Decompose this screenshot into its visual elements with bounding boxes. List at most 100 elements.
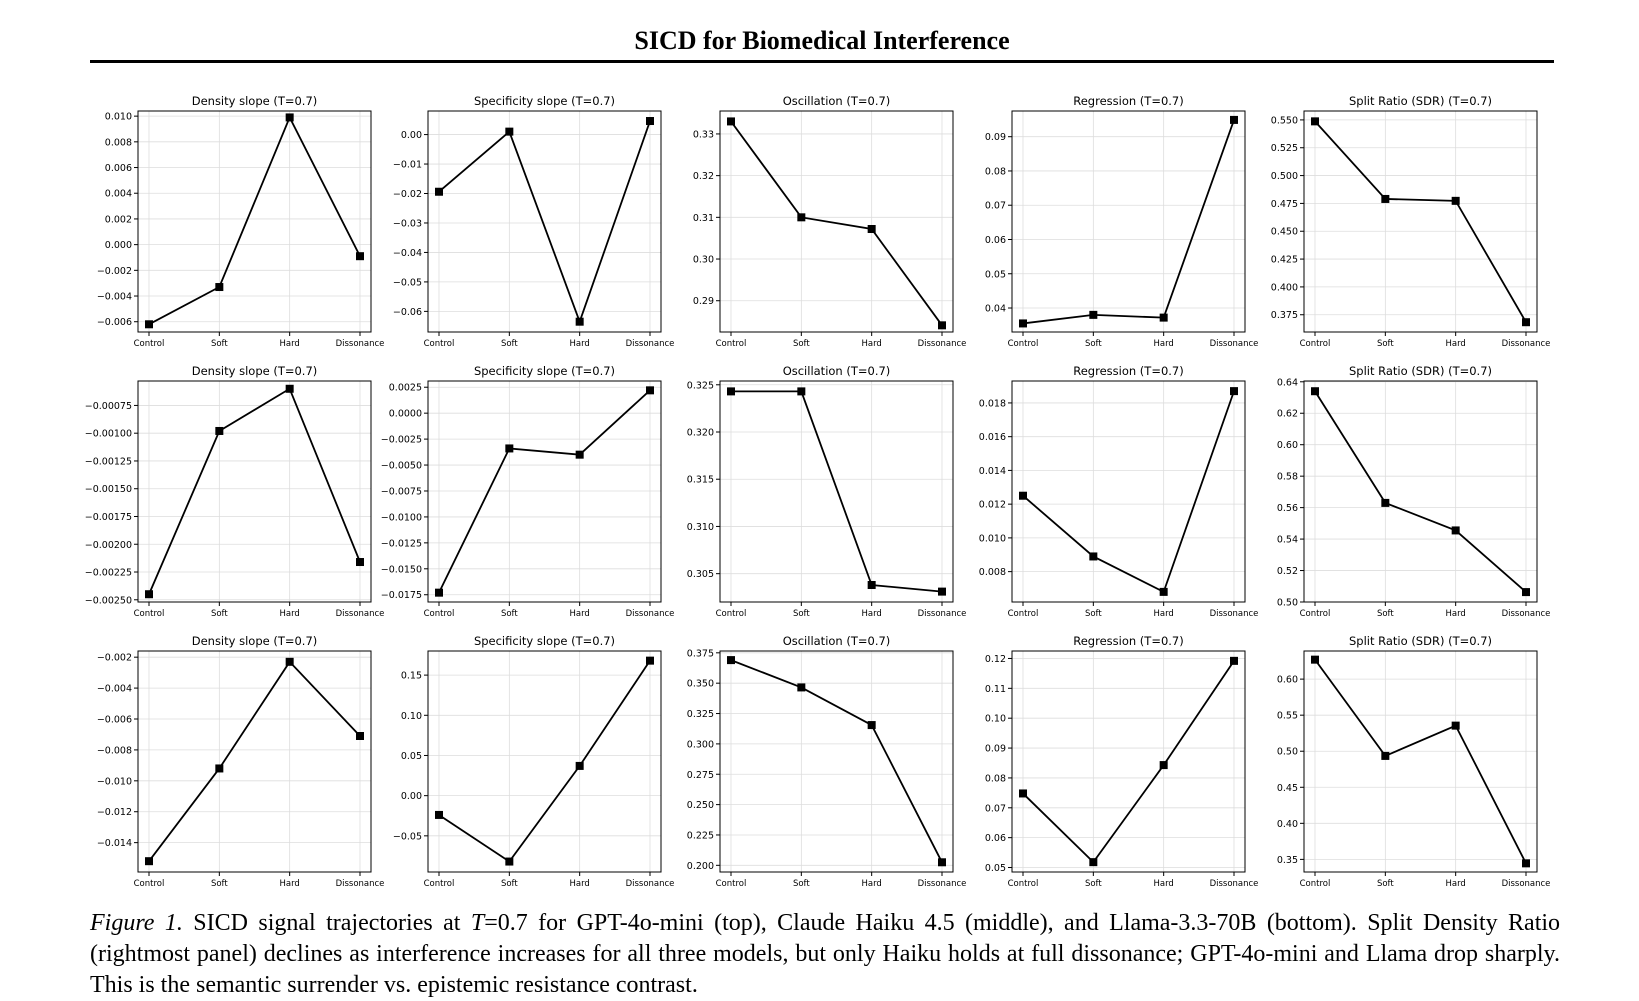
y-tick-label: −0.00225 [85,568,132,579]
chart-panel: Regression (T=0.7) 0.09 0.08 0.07 0.06 0.05 0.… [985,94,1259,349]
data-point [867,581,876,589]
y-tick-label: −0.0050 [381,461,422,472]
chart-panel: Split Ratio (SDR) (T=0.7) 0.550 0.525 0.500… [1271,94,1551,349]
y-tick-label: 0.60 [1277,675,1298,686]
y-tick-label: 0.55 [1277,711,1298,722]
data-point [575,450,584,459]
chart-panel: Specificity slope (T=0.7) 0.0025 0.0000 −0.… [381,364,675,619]
panel-title: Split Ratio (SDR) (T=0.7) [1349,634,1492,648]
data-point [145,590,153,599]
y-tick-label: 0.05 [985,863,1006,874]
series-line [148,115,361,326]
data-point [505,444,514,453]
data-point [575,317,584,326]
y-tick-label: 0.09 [985,744,1006,755]
panel-title: Regression (T=0.7) [1073,634,1183,648]
plot-frame [137,110,372,333]
y-tick-label: 0.58 [1277,472,1298,483]
data-point [938,587,946,596]
series-line [438,660,651,863]
y-tick-label: 0.425 [1271,255,1298,266]
x-tick-label: Dissonance [1502,609,1551,619]
y-tick-label: 0.400 [1271,282,1298,293]
chart-panel: Split Ratio (SDR) (T=0.7) 0.64 0.62 0.60 0.5… [1277,364,1551,619]
figure-caption: Figure 1. SICD signal trajectories at T=… [90,908,1560,1001]
data-point [356,558,364,567]
y-tick-label: 0.0025 [389,383,422,394]
data-point [1381,751,1390,760]
series-line [1314,390,1527,593]
x-tick-label: Hard [569,339,589,349]
series-line [148,660,361,862]
y-tick-label: 0.525 [1271,143,1298,154]
plot-frame [137,380,372,603]
data-point [1311,655,1319,664]
panel-title: Split Ratio (SDR) (T=0.7) [1349,94,1492,108]
series-line [1022,660,1235,864]
data-point [1019,789,1027,798]
y-tick-label: 0.310 [687,522,714,533]
y-tick-label: 0.006 [105,163,132,174]
y-tick-label: 0.40 [1277,819,1298,830]
data-point [435,187,443,196]
chart-panel: Specificity slope (T=0.7) 0.00 −0.01 −0.02 −… [393,94,675,349]
data-point [215,283,224,292]
y-tick-label: 0.325 [687,380,714,391]
x-tick-label: Soft [793,609,810,619]
y-tick-label: −0.02 [393,189,422,200]
data-point [1230,115,1238,124]
x-tick-label: Dissonance [1210,339,1259,349]
data-point [1451,721,1460,730]
y-tick-label: 0.08 [985,166,1006,177]
chart-panel: Density slope (T=0.7) −0.00075 −0.00100 −0.… [85,364,385,619]
y-tick-label: 0.008 [105,137,132,148]
y-tick-label: −0.004 [97,684,132,695]
y-tick-label: 0.375 [1271,310,1298,321]
y-tick-label: −0.05 [393,277,422,288]
y-tick-label: 0.275 [687,770,714,781]
x-tick-label: Hard [279,609,299,619]
chart-panel: Oscillation (T=0.7) 0.33 0.32 0.31 0.30 0.29 C… [693,94,967,349]
y-tick-label: −0.006 [97,715,132,726]
x-tick-label: Hard [279,879,299,889]
y-tick-label: 0.315 [687,475,714,486]
x-tick-label: Dissonance [1210,879,1259,889]
y-tick-label: −0.002 [97,653,132,664]
data-point [1230,387,1238,396]
x-tick-label: Control [716,879,747,889]
data-point [727,387,735,396]
data-point [1089,552,1098,561]
x-tick-label: Hard [1445,879,1465,889]
chart-panel: Split Ratio (SDR) (T=0.7) 0.60 0.55 0.50 0.4… [1277,634,1551,889]
y-tick-label: 0.300 [687,739,714,750]
x-tick-label: Control [134,879,165,889]
caption-pre: SICD signal trajectories at [193,910,461,936]
y-tick-label: 0.33 [693,129,714,140]
series-line [730,659,943,863]
panel-title: Density slope (T=0.7) [192,364,318,378]
y-tick-label: −0.00125 [85,456,132,467]
data-point [1522,859,1530,868]
x-tick-label: Soft [1085,879,1102,889]
chart-panel: Density slope (T=0.7) 0.010 0.008 0.006 0.00… [97,94,385,349]
x-tick-label: Dissonance [336,879,385,889]
x-tick-label: Hard [1153,339,1173,349]
y-tick-label: 0.10 [985,714,1006,725]
plot-frame [719,110,954,333]
y-tick-label: 0.32 [693,171,714,182]
x-tick-label: Control [424,879,455,889]
y-tick-label: 0.375 [687,648,714,659]
y-tick-label: −0.00075 [85,401,132,412]
x-tick-label: Control [424,339,455,349]
x-tick-label: Dissonance [918,339,967,349]
x-tick-label: Hard [1153,609,1173,619]
data-point [1381,194,1390,203]
plot-frame [1011,110,1246,333]
y-tick-label: −0.0075 [381,486,422,497]
x-tick-label: Hard [569,879,589,889]
series-line [148,387,361,595]
y-tick-label: 0.50 [1277,598,1298,609]
y-tick-label: 0.56 [1277,503,1298,514]
y-tick-label: 0.018 [979,398,1006,409]
y-tick-label: 0.010 [979,533,1006,544]
